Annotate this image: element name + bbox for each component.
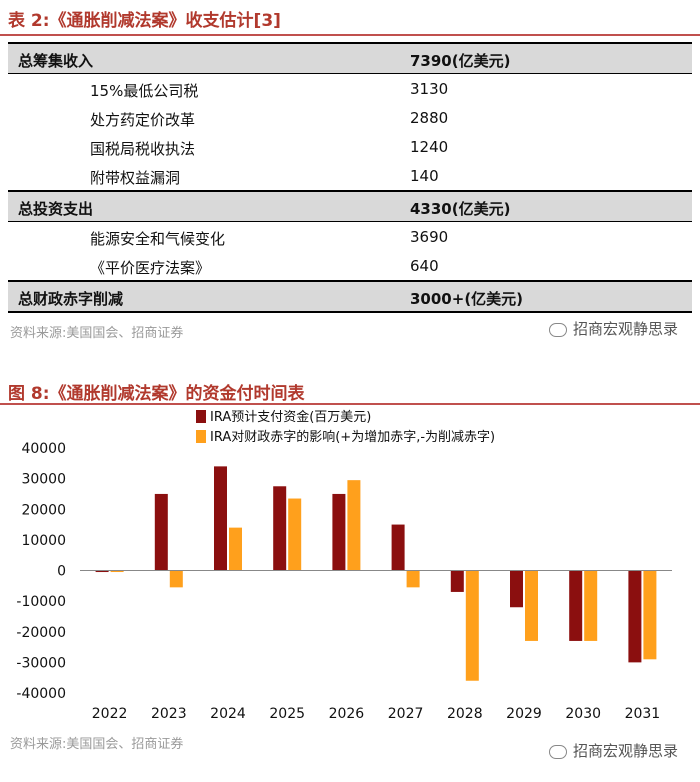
y-tick-label: -10000 xyxy=(16,594,66,610)
legend-swatch xyxy=(196,410,206,423)
bar-ira-funding xyxy=(569,570,583,641)
table-watermark: 招商宏观静思录 xyxy=(548,318,678,339)
bar-ira-funding xyxy=(628,570,642,663)
x-tick-label: 2023 xyxy=(151,706,187,722)
y-tick-label: 20000 xyxy=(21,502,66,518)
bar-ira-funding xyxy=(332,493,346,571)
bar-ira-funding xyxy=(95,570,109,573)
row-label: 总投资支出 xyxy=(18,200,94,218)
row-value: 4330(亿美元) xyxy=(410,200,511,218)
legend-label: IRA对财政赤字的影响(+为增加赤字,-为削减赤字) xyxy=(210,429,495,445)
y-tick-label: 10000 xyxy=(21,533,66,549)
revenue-table: 总筹集收入 7390(亿美元) 15%最低公司税 3130 处方药定价改革 2880 国税局… xyxy=(8,42,692,313)
row-label: 国税局税收执法 xyxy=(90,140,196,158)
bar-deficit-impact xyxy=(347,480,361,571)
bar-deficit-impact xyxy=(288,498,302,571)
bar-deficit-impact xyxy=(110,570,124,573)
bar-deficit-impact xyxy=(465,570,479,681)
x-tick-label: 2025 xyxy=(269,706,305,722)
y-tick-label: -30000 xyxy=(16,655,66,671)
y-tick-label: -40000 xyxy=(16,686,66,702)
row-label: 15%最低公司税 xyxy=(90,82,199,100)
row-value: 3130 xyxy=(410,80,449,98)
legend-swatch xyxy=(196,430,206,443)
row-value: 1240 xyxy=(410,138,449,156)
y-tick-label: -20000 xyxy=(16,625,66,641)
table-row: 15%最低公司税 3130 xyxy=(8,74,692,103)
y-tick-label: 40000 xyxy=(21,441,66,457)
x-tick-label: 2030 xyxy=(565,706,601,722)
row-value: 3000+(亿美元) xyxy=(410,290,524,308)
row-value: 640 xyxy=(410,257,439,275)
bar-deficit-impact xyxy=(169,570,183,588)
row-label: 总筹集收入 xyxy=(18,52,94,70)
bar-deficit-impact xyxy=(525,570,538,641)
x-tick-label: 2022 xyxy=(92,706,128,722)
table-title-bar: 表 2:《通胀削减法案》收支估计[3] xyxy=(0,0,700,36)
x-tick-label: 2028 xyxy=(447,706,483,722)
row-label: 《平价医疗法案》 xyxy=(90,259,211,277)
table-total-row: 总投资支出 4330(亿美元) xyxy=(8,190,692,222)
row-label: 处方药定价改革 xyxy=(90,111,196,129)
table-title: 表 2:《通胀削减法案》收支估计[3] xyxy=(8,11,281,31)
bar-deficit-impact xyxy=(406,570,420,588)
table-row: 能源安全和气候变化 3690 xyxy=(8,222,692,251)
figure-source: 资料来源:美国国会、招商证券 xyxy=(10,737,184,752)
table-watermark-text: 招商宏观静思录 xyxy=(572,320,678,338)
bar-ira-funding xyxy=(273,486,287,571)
bar-ira-funding xyxy=(450,570,464,592)
x-tick-label: 2024 xyxy=(210,706,246,722)
bar-ira-funding xyxy=(154,493,168,571)
x-tick-label: 2026 xyxy=(329,706,365,722)
table-total-row: 总财政赤字削减 3000+(亿美元) xyxy=(8,280,692,313)
row-label: 能源安全和气候变化 xyxy=(90,230,226,248)
figure-title-bar: 图 8:《通胀削减法案》的资金付时间表 xyxy=(0,375,700,405)
figure-watermark-text: 招商宏观静思录 xyxy=(572,742,678,760)
x-tick-label: 2027 xyxy=(388,706,424,722)
bar-ira-funding xyxy=(510,570,523,608)
y-tick-label: 30000 xyxy=(21,472,66,488)
row-label: 总财政赤字削减 xyxy=(18,290,124,308)
y-tick-label: 0 xyxy=(57,564,66,580)
x-tick-label: 2029 xyxy=(506,706,542,722)
row-value: 7390(亿美元) xyxy=(410,52,511,70)
bar-ira-funding xyxy=(214,466,227,571)
x-tick-label: 2031 xyxy=(625,706,661,722)
wechat-icon xyxy=(548,322,567,337)
figure-title: 图 8:《通胀削减法案》的资金付时间表 xyxy=(8,384,305,404)
bar-deficit-impact xyxy=(643,570,657,660)
row-label: 附带权益漏洞 xyxy=(90,169,181,187)
row-value: 2880 xyxy=(410,109,449,127)
bar-ira-funding xyxy=(391,524,405,571)
table-source: 资料来源:美国国会、招商证券 xyxy=(10,326,184,341)
table-row: 《平价医疗法案》 640 xyxy=(8,251,692,280)
row-value: 140 xyxy=(410,167,439,185)
funding-timeline-chart: IRA预计支付资金(百万美元) IRA对财政赤字的影响(+为增加赤字,-为削减赤字… xyxy=(16,409,672,722)
figure-watermark: 招商宏观静思录 xyxy=(548,740,678,761)
bar-deficit-impact xyxy=(584,570,598,641)
table-row: 处方药定价改革 2880 xyxy=(8,103,692,132)
legend-label: IRA预计支付资金(百万美元) xyxy=(210,409,371,425)
wechat-icon-2 xyxy=(548,744,567,759)
table-total-row: 总筹集收入 7390(亿美元) xyxy=(8,42,692,74)
row-value: 3690 xyxy=(410,228,449,246)
table-row: 国税局税收执法 1240 xyxy=(8,132,692,161)
bar-deficit-impact xyxy=(229,527,242,571)
table-row: 附带权益漏洞 140 xyxy=(8,161,692,190)
